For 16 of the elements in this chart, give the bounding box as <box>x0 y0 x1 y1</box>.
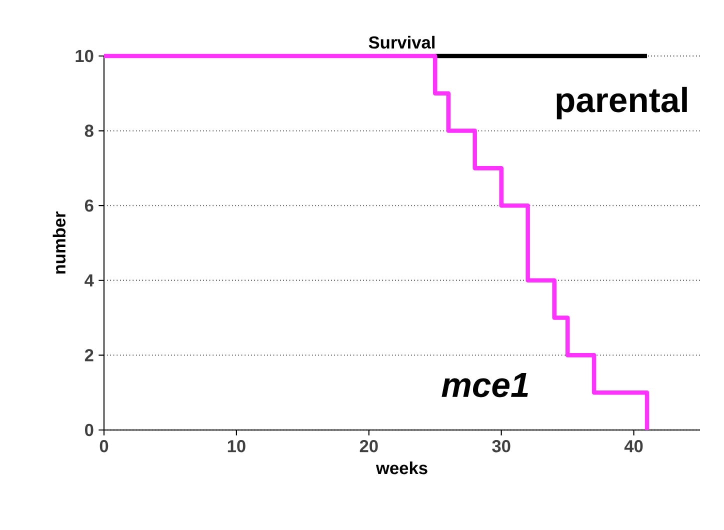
x-tick-label: 10 <box>228 440 246 452</box>
chart-title: Survival <box>368 36 434 49</box>
y-tick-label: 10 <box>76 50 94 62</box>
y-tick-label: 0 <box>85 424 94 436</box>
x-tick-label: 20 <box>360 440 378 452</box>
x-tick-label: 30 <box>492 440 510 452</box>
x-axis-title: weeks <box>376 461 428 474</box>
y-tick-label: 4 <box>84 274 94 286</box>
y-tick-label: 8 <box>84 124 94 137</box>
y-tick-label: 6 <box>84 199 94 212</box>
y-tick-label: 2 <box>84 349 94 362</box>
y-axis-title: number <box>52 211 66 274</box>
x-tick-label: 40 <box>624 440 643 452</box>
series-label: mce1 <box>442 373 528 398</box>
x-tick-label: 0 <box>100 440 108 452</box>
series-label: parental <box>556 86 687 120</box>
